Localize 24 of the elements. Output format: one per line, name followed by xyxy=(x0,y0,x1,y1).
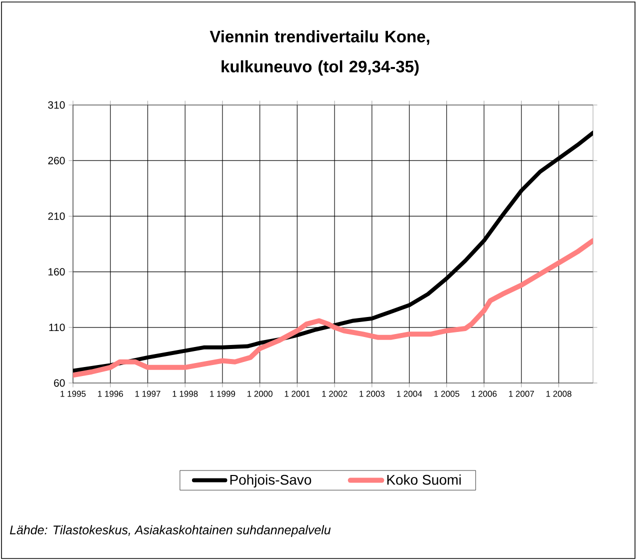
text: Lähde: Tilastokeskus, Asiakaskohtainen suhdannepalvelu xyxy=(10,525,331,537)
y-tick-label: 260 xyxy=(48,156,65,164)
x-tick-label: 1 1997 xyxy=(135,390,160,397)
chart-title: Viennin trendivertailu Kone, kulkuneuvo (tol 29,34-35) xyxy=(210,30,430,76)
y-tick-label: 60 xyxy=(54,379,65,387)
x-tick-label: 1 2001 xyxy=(284,390,310,397)
x-tick-label: 1 2008 xyxy=(546,390,572,397)
x-tick-label: 1 2005 xyxy=(434,390,460,397)
x-tick-label: 1 1996 xyxy=(98,390,123,397)
x-tick-label: 1 1999 xyxy=(210,390,236,397)
legend-label: Pohjois-Savo xyxy=(230,474,312,488)
legend-label: Koko Suomi xyxy=(387,474,461,485)
y-tick-label: 210 xyxy=(48,212,65,220)
x-tick-label: 1 2004 xyxy=(396,390,422,397)
x-tick-label: 1 2002 xyxy=(322,390,348,397)
x-tick-label: 1 2003 xyxy=(360,390,385,397)
y-tick-label: 310 xyxy=(48,101,65,109)
x-tick-label: 1 2007 xyxy=(509,390,534,397)
y-tick-label: 160 xyxy=(48,268,65,276)
x-tick-label: 1 1995 xyxy=(60,390,86,397)
x-tick-label: 1 2000 xyxy=(247,390,272,397)
y-tick-label: 110 xyxy=(49,324,65,332)
x-tick-label: 1 1998 xyxy=(172,390,198,397)
x-tick-label: 1 2006 xyxy=(472,390,497,397)
